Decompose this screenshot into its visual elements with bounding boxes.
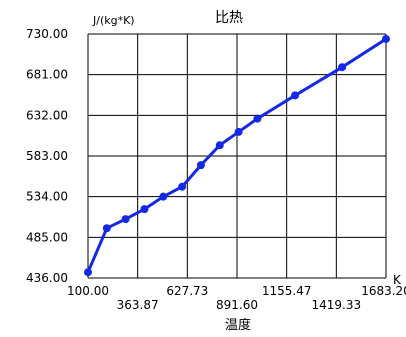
data-point [102, 224, 111, 233]
y-tick-label: 583.00 [26, 149, 68, 163]
tick-labels: 100.00 363.87 627.73 891.60 1155.471419.3316… [26, 27, 406, 312]
data-point [121, 215, 130, 224]
y-tick-label: 681.00 [26, 68, 68, 82]
x-tick-label: 363.87 [117, 298, 159, 312]
chart-title: 比热 [215, 10, 243, 26]
x-tick-label: 1155.47 [262, 284, 312, 298]
y-axis-label: J/(kg*K) [92, 14, 135, 27]
x-axis-unit: K [393, 273, 402, 287]
y-tick-label: 436.00 [26, 271, 68, 285]
data-point [196, 161, 205, 170]
data-point [84, 268, 92, 277]
x-tick-label: 1683.20 [361, 284, 406, 298]
grid [87, 33, 387, 279]
y-tick-label: 632.00 [26, 108, 68, 122]
x-tick-label: 100.00 [67, 284, 109, 298]
data-point [338, 63, 347, 72]
data-point [159, 192, 168, 201]
y-tick-label: 534.00 [26, 190, 68, 204]
series-layer [84, 34, 390, 277]
x-tick-label: 1419.33 [312, 298, 362, 312]
y-tick-label: 485.00 [26, 230, 68, 244]
x-axis-label: 温度 [225, 317, 251, 332]
data-point [253, 114, 262, 123]
data-point [234, 127, 243, 136]
data-point [291, 91, 300, 100]
data-point [140, 205, 149, 214]
x-tick-label: 627.73 [166, 284, 208, 298]
x-tick-label: 891.60 [216, 298, 258, 312]
data-point [215, 141, 224, 150]
data-point [178, 182, 187, 191]
y-tick-label: 730.00 [26, 27, 68, 41]
data-point [382, 34, 390, 43]
